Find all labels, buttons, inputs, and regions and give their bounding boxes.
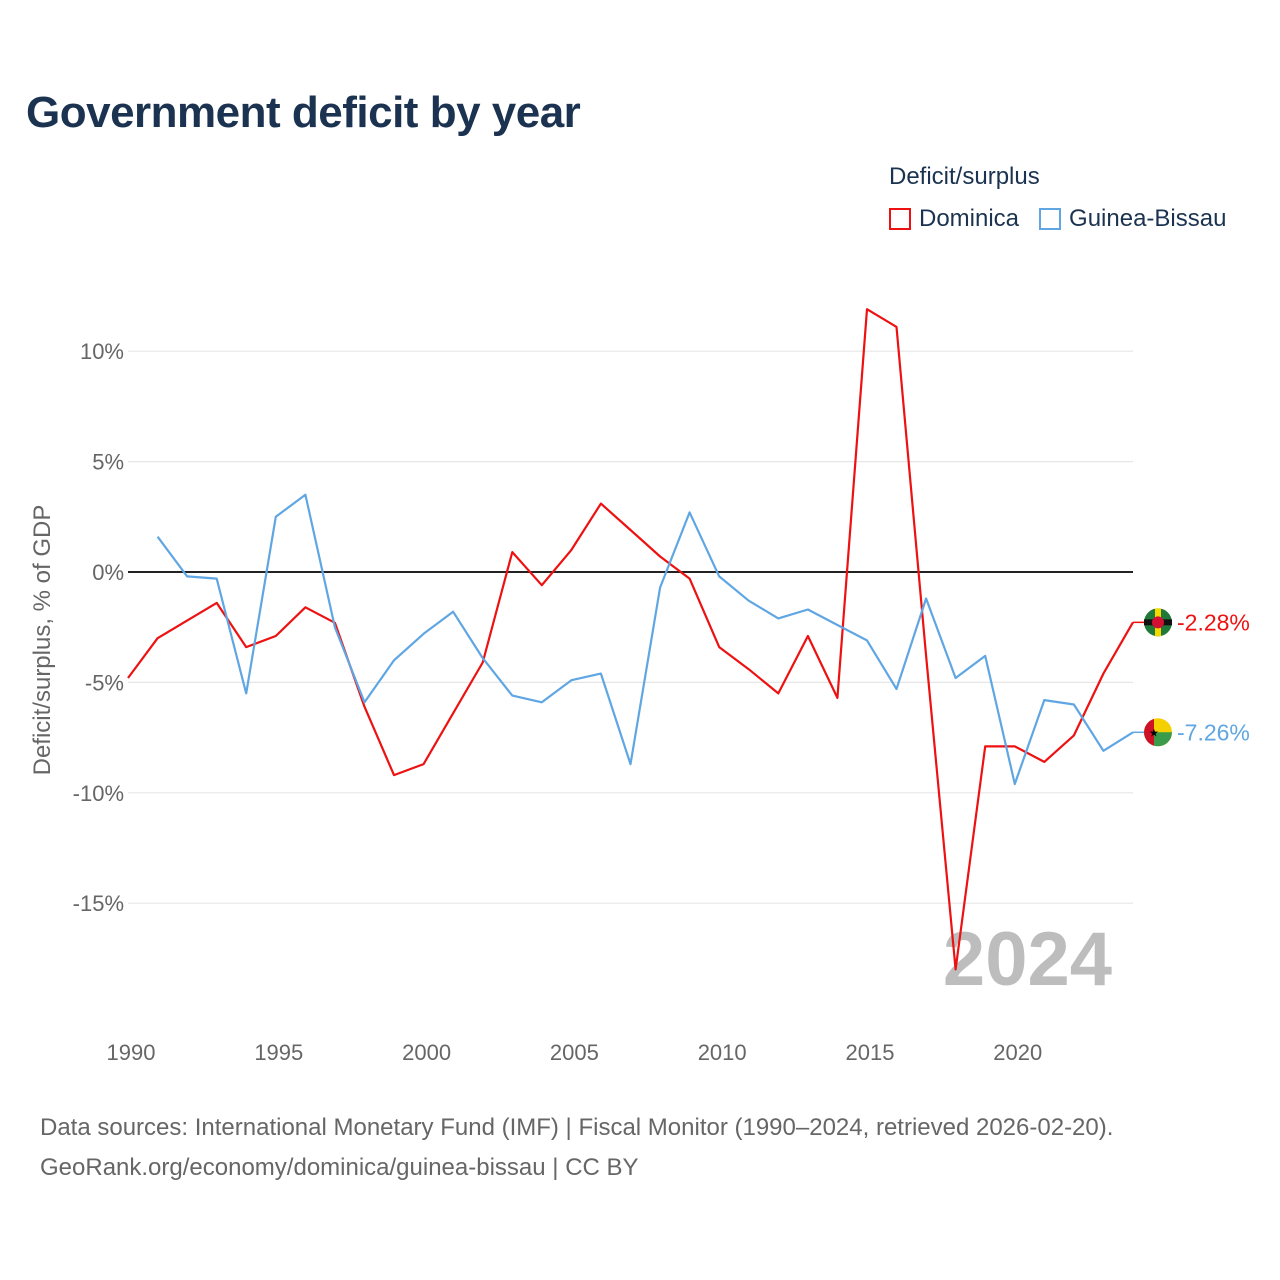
flag-star: ★ <box>1149 727 1159 739</box>
flag-band <box>1144 718 1154 746</box>
y-tick-label: 10% <box>80 339 124 364</box>
end-value-label-guinea-bissau: -7.26% <box>1177 719 1250 745</box>
x-tick-label: 2000 <box>402 1040 451 1065</box>
legend-swatch-dominica <box>889 208 911 230</box>
y-tick-label: -10% <box>73 781 124 806</box>
year-watermark: 2024 <box>943 917 1112 1002</box>
end-markers: -2.28% ★ -7.26% <box>1133 608 1250 747</box>
footer-link[interactable]: GeoRank.org/economy/dominica/guinea-biss… <box>40 1154 639 1181</box>
legend: Dominica Guinea-Bissau <box>889 205 1246 233</box>
legend-label-dominica: Dominica <box>919 205 1020 232</box>
x-tick-label: 2005 <box>550 1040 599 1065</box>
y-tick-label: -5% <box>85 670 124 695</box>
y-tick-label: 5% <box>92 450 124 475</box>
chart-title: Government deficit by year <box>26 88 581 137</box>
y-tick-label: -15% <box>73 891 124 916</box>
x-tick-label: 2015 <box>845 1040 894 1065</box>
legend-item-guinea-bissau[interactable]: Guinea-Bissau <box>1039 205 1226 233</box>
footer: Data sources: International Monetary Fun… <box>40 1108 1113 1188</box>
legend-swatch-guinea-bissau <box>1039 208 1062 230</box>
end-value-label-dominica: -2.28% <box>1177 609 1250 635</box>
grid-lines <box>128 350 1133 904</box>
x-tick-label: 2020 <box>993 1040 1042 1065</box>
x-tick-label: 1995 <box>254 1040 303 1065</box>
footer-source: Data sources: International Monetary Fun… <box>40 1114 1114 1141</box>
series-lines <box>127 308 1134 971</box>
x-tick-label: 1990 <box>107 1040 156 1065</box>
flag-disc <box>1152 616 1164 629</box>
flag-icon-guinea-bissau: ★ <box>1144 718 1172 747</box>
flag-icon-dominica <box>1144 608 1172 637</box>
series-line-dominica <box>127 308 1134 971</box>
y-axis-ticks: 10% 5% 0% -5% -10% -15% <box>73 339 124 916</box>
x-axis-ticks: 1990 1995 2000 2005 2010 2015 2020 <box>107 1040 1043 1065</box>
x-tick-label: 2010 <box>698 1040 747 1065</box>
legend-label-guinea-bissau: Guinea-Bissau <box>1069 205 1227 232</box>
y-axis-label: Deficit/surplus, % of GDP <box>29 505 56 776</box>
legend-title: Deficit/surplus <box>889 163 1040 190</box>
legend-item-dominica[interactable]: Dominica <box>889 205 1019 233</box>
y-tick-label: 0% <box>92 560 124 585</box>
series-line-guinea-bissau <box>156 493 1134 786</box>
